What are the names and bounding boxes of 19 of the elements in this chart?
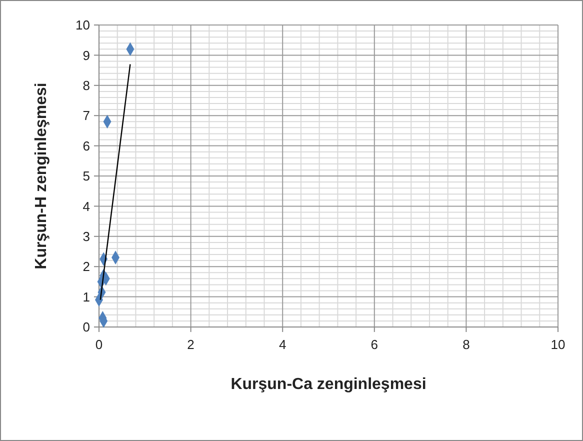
x-axis-title: Kurşun-Ca zenginleşmesi: [230, 376, 426, 393]
y-tick-label: 9: [82, 48, 90, 63]
y-tick-label: 5: [82, 168, 90, 184]
y-tick-label: 0: [82, 320, 90, 335]
y-tick-label: 3: [82, 228, 90, 244]
x-tick-label: 10: [550, 337, 566, 352]
x-tick-label: 2: [187, 337, 194, 352]
y-tick-label: 10: [76, 18, 90, 33]
x-tick-label: 4: [278, 337, 286, 352]
y-tick-label: 4: [82, 198, 90, 214]
y-tick-label: 2: [82, 259, 90, 274]
x-tick-label: 0: [95, 337, 103, 352]
y-tick-label: 7: [82, 108, 90, 124]
y-tick-label: 1: [82, 289, 90, 304]
y-axis-title: Kurşun-H zenginleşmesi: [33, 82, 50, 270]
x-tick-label: 8: [462, 337, 470, 352]
y-tick-label: 6: [82, 138, 90, 154]
y-tick-label: 8: [82, 78, 90, 93]
x-tick-label: 6: [370, 337, 378, 352]
